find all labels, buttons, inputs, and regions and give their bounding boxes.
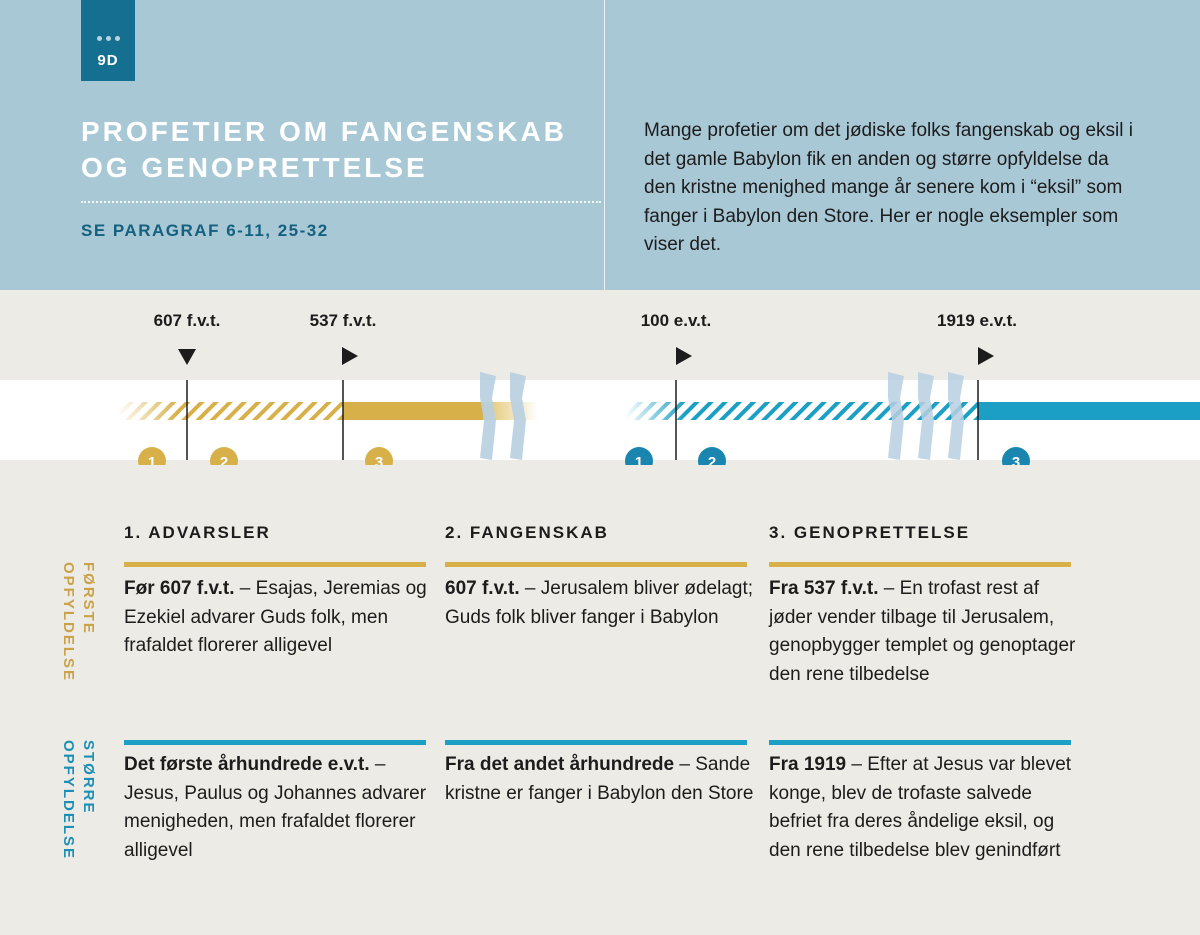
marker-circle [1002, 447, 1030, 465]
marker-number: 2 [708, 454, 716, 465]
timeline-break [918, 372, 934, 460]
gold-track-fade [118, 402, 178, 420]
down-arrow-icon [178, 349, 196, 365]
marker-circle [365, 447, 393, 465]
gold-solid-track [343, 402, 483, 420]
cell-text: – Sande kristne er fanger i Babylon den … [445, 754, 754, 804]
marker-circle [138, 447, 166, 465]
cell-date: Det første århundrede e.v.t. [124, 754, 370, 775]
date-label: 1919 e.v.t. [937, 311, 1017, 330]
date-label: 100 e.v.t. [641, 311, 712, 330]
blue-rule [769, 740, 1071, 745]
greater-restoration-cell: Fra 1919 – Efter at Jesus var blevet kon… [769, 751, 1079, 865]
paragraph-reference: SE PARAGRAF 6-11, 25-32 [81, 221, 329, 240]
cell-date: 607 f.v.t. [445, 578, 520, 599]
marker-circle [210, 447, 238, 465]
section-tag: 9D [81, 0, 135, 81]
right-arrow-icon [676, 347, 692, 365]
marker-number: 1 [635, 454, 643, 465]
intro-text: Mange profetier om det jødiske folks fan… [644, 120, 1133, 255]
timeline-break [510, 372, 526, 460]
cell-text: – En trofast rest af jøder vender tilbag… [769, 578, 1076, 685]
tag-label: 9D [97, 52, 119, 69]
tag-dots [81, 36, 135, 44]
blue-track-fade [625, 402, 685, 420]
cell-date: Fra 537 f.v.t. [769, 578, 879, 599]
marker-circle [698, 447, 726, 465]
marker-number: 1 [148, 454, 156, 465]
timeline-break [888, 372, 904, 460]
cell-text: – Efter at Jesus var blevet konge, blev … [769, 754, 1072, 861]
marker-number: 2 [220, 454, 228, 465]
timeline-break [948, 372, 964, 460]
date-label: 537 f.v.t. [310, 311, 377, 330]
right-arrow-icon [978, 347, 994, 365]
row-label-greater-fulfilment: STØRRE OPFYLDELSE [60, 740, 97, 861]
cell-text: – Jesus, Paulus og Johannes advarer meni… [124, 754, 427, 861]
cell-date: Før 607 f.v.t. [124, 578, 235, 599]
timeline-break [480, 372, 496, 460]
page-title: PROFETIER OM FANGENSKAB OG GENOPRETTELSE [81, 116, 567, 183]
gold-rule [124, 562, 426, 567]
header-divider [604, 0, 605, 290]
column-heading-warnings: 1. ADVARSLER [124, 523, 271, 542]
header-panel: 9D PROFETIER OM FANGENSKAB OG GENOPRETTE… [0, 0, 1200, 290]
date-label: 607 f.v.t. [154, 311, 221, 330]
cell-text: – Jerusalem bliver ødelagt; Guds folk bl… [445, 578, 754, 628]
gold-rule [445, 562, 747, 567]
blue-rule [124, 740, 426, 745]
cell-date: Fra det andet århundrede [445, 754, 675, 775]
timeline: 607 f.v.t. 537 f.v.t. 100 e.v.t. 1919 e.… [0, 311, 1200, 465]
blue-rule [445, 740, 747, 745]
marker-number: 3 [375, 454, 383, 465]
first-captivity-cell: 607 f.v.t. – Jerusalem bliver ødelagt; G… [445, 575, 755, 632]
blue-solid-track [978, 402, 1200, 420]
greater-captivity-cell: Fra det andet århundrede – Sande kristne… [445, 751, 755, 808]
column-heading-restoration: 3. GENOPRETTELSE [769, 523, 971, 542]
first-warnings-cell: Før 607 f.v.t. – Esajas, Jeremias og Eze… [124, 575, 434, 661]
title-divider [81, 201, 601, 203]
greater-warnings-cell: Det første århundrede e.v.t. – Jesus, Pa… [124, 751, 434, 865]
right-arrow-icon [342, 347, 358, 365]
marker-number: 3 [1012, 454, 1020, 465]
column-heading-captivity: 2. FANGENSKAB [445, 523, 609, 542]
row-label-first-fulfilment: FØRSTE OPFYLDELSE [60, 562, 97, 683]
first-restoration-cell: Fra 537 f.v.t. – En trofast rest af jøde… [769, 575, 1079, 689]
gold-rule [769, 562, 1071, 567]
marker-circle [625, 447, 653, 465]
cell-text: – Esajas, Jeremias og Ezekiel advarer Gu… [124, 578, 427, 656]
cell-date: Fra 1919 [769, 754, 847, 775]
